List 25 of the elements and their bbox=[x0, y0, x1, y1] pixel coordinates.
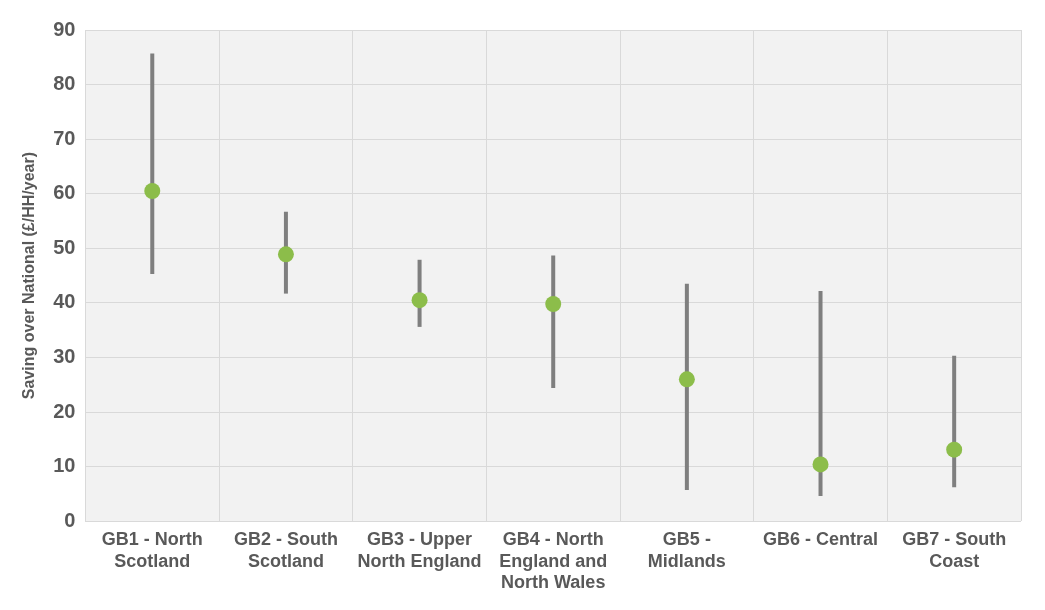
point bbox=[812, 456, 829, 473]
y-tick-label: 80 bbox=[53, 72, 76, 95]
y-tick-label: 40 bbox=[53, 290, 76, 313]
point bbox=[411, 292, 428, 309]
y-tick-label: 10 bbox=[53, 454, 76, 477]
y-tick-label: 70 bbox=[53, 126, 76, 149]
x-tick-label: GB1 - North Scotland bbox=[101, 528, 203, 571]
y-tick-label: 0 bbox=[64, 508, 76, 531]
y-tick-label: 60 bbox=[53, 181, 76, 204]
y-tick-label: 30 bbox=[53, 344, 76, 367]
y-axis-title: Saving over National (£/HH/year) bbox=[20, 152, 38, 400]
y-tick-label: 90 bbox=[53, 17, 76, 40]
x-tick-label: GB3 - Upper North England bbox=[357, 528, 482, 571]
point bbox=[277, 246, 294, 263]
point bbox=[545, 295, 562, 312]
x-tick-label: GB4 - North England and North Wales bbox=[499, 528, 608, 593]
x-tick-label: GB2 - South Scotland bbox=[233, 528, 338, 571]
x-tick-label: GB6 - Central bbox=[763, 528, 879, 549]
point bbox=[946, 441, 963, 458]
y-tick-label: 50 bbox=[53, 235, 76, 258]
point bbox=[678, 371, 695, 388]
x-tick-label: GB7 - South Coast bbox=[902, 528, 1007, 571]
x-tick-label: GB5 - Midlands bbox=[647, 528, 726, 571]
y-tick-label: 20 bbox=[53, 399, 76, 422]
point bbox=[144, 183, 161, 199]
